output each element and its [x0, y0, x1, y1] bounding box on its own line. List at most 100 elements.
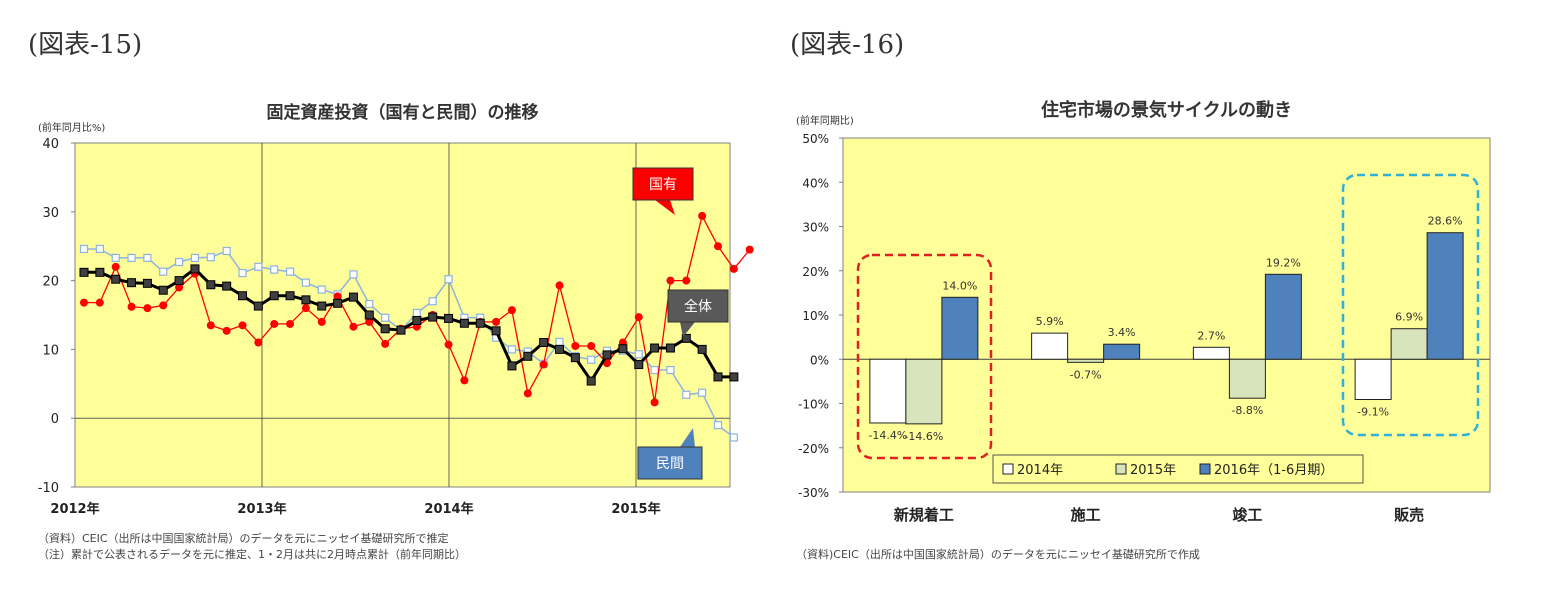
bar [1354, 358, 1392, 401]
state-point [603, 359, 612, 368]
private-point [175, 257, 184, 267]
private-point [159, 267, 168, 276]
private-point [127, 253, 136, 262]
total-point [190, 264, 200, 274]
category-label: 竣工 [1232, 506, 1262, 524]
line-plot-area [74, 142, 731, 488]
total-point [333, 298, 343, 308]
total-point [142, 278, 152, 288]
private-point [365, 299, 374, 309]
total-point [222, 281, 232, 291]
total-point [729, 372, 739, 382]
total-point [681, 333, 691, 343]
state-point [444, 340, 453, 349]
total-point [285, 291, 295, 301]
x-tick-label: 2013年 [237, 501, 286, 517]
line-chart-footnote: （注）累計で公表されるデータを元に推定、1・2月は共に2月時点累計（前年同期比） [38, 548, 466, 561]
data-label: -8.8% [1231, 404, 1263, 417]
y-tick-label: 20% [802, 265, 829, 279]
total-point [507, 361, 517, 371]
state-point [95, 298, 104, 307]
total-point [396, 325, 406, 335]
data-label: 2.7% [1197, 329, 1225, 342]
total-point [459, 318, 469, 328]
state-point [745, 245, 754, 254]
y-tick-label: 30% [802, 221, 829, 235]
y-tick-label: 50% [802, 132, 829, 146]
state-point [159, 301, 168, 310]
legend-swatch [1199, 463, 1211, 475]
private-point [79, 244, 89, 254]
state-point [460, 376, 469, 385]
state-point [539, 360, 548, 369]
state-point [222, 326, 231, 335]
y-tick-label: 10% [802, 309, 829, 323]
state-point [682, 276, 691, 285]
data-label: 5.9% [1036, 315, 1064, 328]
state-point [349, 322, 358, 331]
callout-state [632, 167, 694, 201]
data-label: -9.1% [1357, 406, 1389, 419]
y-tick-label: 20 [42, 275, 59, 290]
total-point [158, 285, 168, 295]
state-point [492, 317, 501, 326]
private-point [95, 244, 104, 254]
private-point [317, 285, 326, 294]
line-chart-title: 固定資産投資（国有と民間）の推移 [266, 103, 539, 123]
total-point [570, 353, 580, 363]
bar [1103, 343, 1141, 360]
private-point [634, 350, 643, 359]
x-tick-label: 2015年 [611, 501, 660, 517]
private-point [698, 388, 707, 397]
total-point [539, 338, 549, 348]
callout-private-text: 民間 [656, 456, 684, 472]
total-point [665, 343, 675, 353]
private-point [666, 365, 675, 375]
private-point [349, 270, 358, 279]
y-tick-label: -30% [798, 486, 829, 500]
total-point [206, 280, 216, 290]
category-label: 新規着工 [894, 506, 954, 524]
bar [1264, 273, 1302, 360]
total-point [348, 292, 358, 302]
legend-swatch [1115, 463, 1127, 475]
total-point [586, 376, 596, 386]
total-point [412, 316, 422, 326]
y-tick-label: -10% [798, 398, 829, 412]
state-point [317, 317, 326, 326]
private-point [190, 253, 200, 262]
state-point [365, 317, 374, 326]
state-point [714, 242, 722, 251]
data-label: 14.0% [942, 279, 977, 292]
y-tick-label: 40 [42, 137, 59, 152]
state-point [650, 398, 659, 407]
total-point [301, 295, 311, 305]
total-point [428, 312, 438, 322]
total-point [364, 310, 374, 320]
state-point [270, 319, 279, 328]
state-point [111, 262, 120, 271]
private-point [238, 268, 247, 278]
total-point [491, 326, 501, 336]
y-tick-label: 0 [51, 412, 59, 427]
state-point [729, 264, 738, 273]
state-point [333, 292, 342, 301]
private-point [254, 262, 263, 271]
total-point [618, 344, 628, 354]
bar [1031, 332, 1069, 360]
bar-chart-title: 住宅市場の景気サイクルの動き [1040, 100, 1293, 121]
bar [1390, 328, 1428, 360]
total-point [475, 318, 485, 328]
total-point [444, 313, 454, 323]
private-point [507, 345, 517, 354]
data-label: -14.6% [904, 430, 943, 443]
state-point [555, 281, 564, 290]
callout-private-tail [680, 428, 695, 447]
bar [1067, 358, 1105, 363]
total-point [79, 267, 89, 277]
total-point [697, 344, 707, 354]
private-point [270, 265, 279, 274]
bar-chart-source-note: （資料)CEIC（出所は中国国家統計局）のデータを元にニッセイ基礎研究所で作成 [796, 548, 1200, 561]
total-point [380, 324, 390, 334]
total-point [127, 278, 137, 288]
